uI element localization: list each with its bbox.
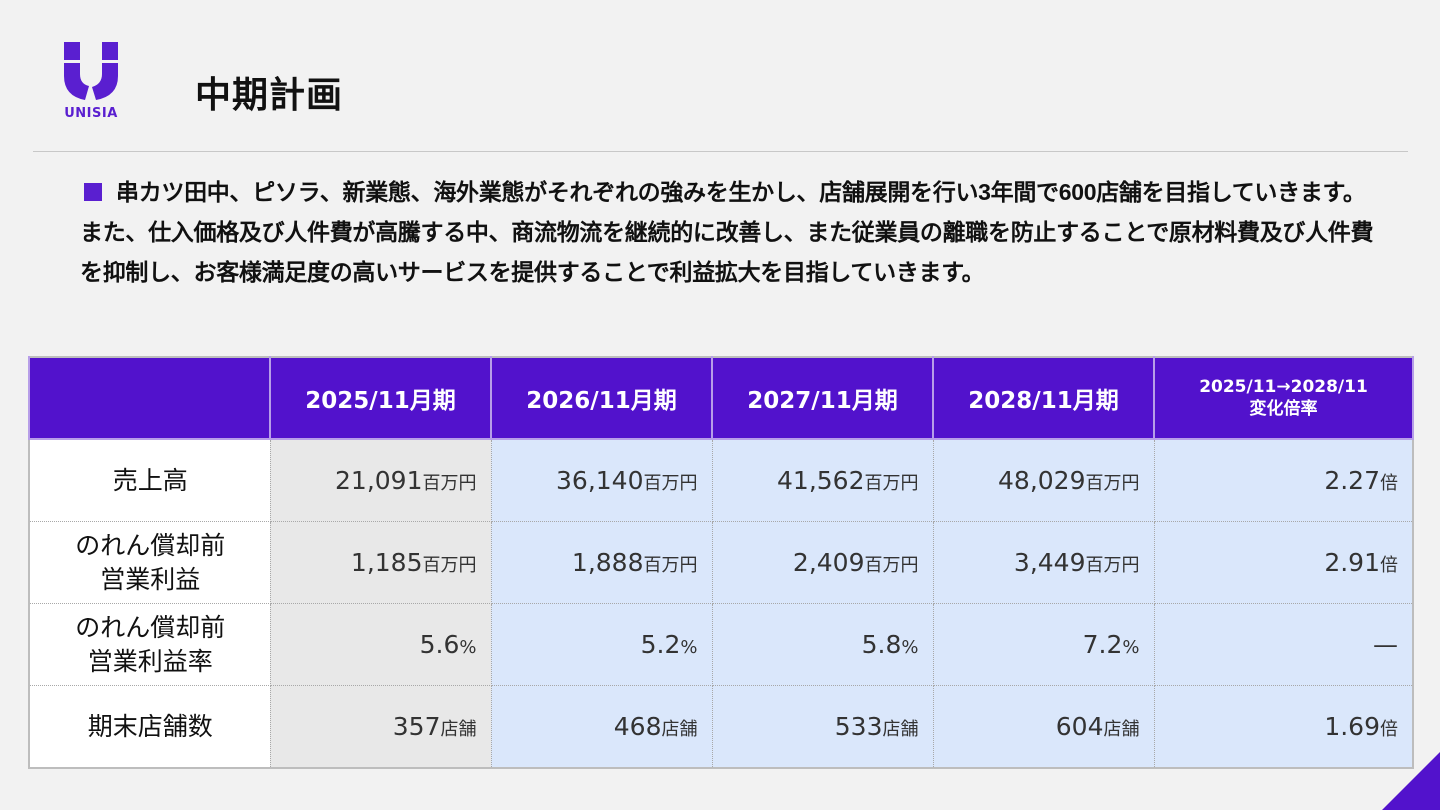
table-row-operating-margin: のれん償却前 営業利益率 5.6% 5.2% 5.8% 7.2% — (28, 603, 1414, 686)
cell-fy2025: 21,091百万円 (269, 438, 492, 522)
cell-ratio: 1.69倍 (1153, 685, 1414, 769)
cell-fy2027: 5.8% (711, 603, 934, 686)
corner-accent-triangle (1382, 752, 1440, 810)
intro-paragraph: 串カツ田中、ピソラ、新業態、海外業態がそれぞれの強みを生かし、店舗展開を行い3年… (80, 172, 1380, 292)
intro-text: 串カツ田中、ピソラ、新業態、海外業態がそれぞれの強みを生かし、店舗展開を行い3年… (80, 179, 1374, 285)
cell-fy2027: 2,409百万円 (711, 521, 934, 604)
row-label: のれん償却前 営業利益 (28, 521, 271, 604)
cell-fy2025: 5.6% (269, 603, 492, 686)
mid-term-plan-table: 2025/11月期 2026/11月期 2027/11月期 2028/11月期 … (28, 356, 1414, 769)
page-title: 中期計画 (195, 75, 344, 116)
cell-fy2028: 3,449百万円 (932, 521, 1155, 604)
cell-ratio: — (1153, 603, 1414, 686)
cell-fy2028: 48,029百万円 (932, 438, 1155, 522)
header-fy2025: 2025/11月期 (269, 357, 492, 440)
cell-fy2026: 468店舗 (490, 685, 713, 769)
cell-fy2028: 604店舗 (932, 685, 1155, 769)
header-fy2026: 2026/11月期 (490, 357, 713, 440)
table-row-sales: 売上高 21,091百万円 36,140百万円 41,562百万円 48,029… (28, 438, 1414, 522)
cell-ratio: 2.91倍 (1153, 521, 1414, 604)
cell-fy2027: 41,562百万円 (711, 438, 934, 522)
header-corner (28, 357, 271, 440)
row-label: 期末店舗数 (28, 685, 271, 769)
header-fy2028: 2028/11月期 (932, 357, 1155, 440)
cell-fy2025: 357店舗 (269, 685, 492, 769)
cell-fy2026: 36,140百万円 (490, 438, 713, 522)
table-header-row: 2025/11月期 2026/11月期 2027/11月期 2028/11月期 … (28, 357, 1414, 440)
table-row-store-count: 期末店舗数 357店舗 468店舗 533店舗 604店舗 1.69倍 (28, 685, 1414, 769)
unisia-logo: UNISIA (56, 38, 126, 124)
title-divider (33, 151, 1408, 152)
cell-fy2027: 533店舗 (711, 685, 934, 769)
header-change-ratio: 2025/11→2028/11 変化倍率 (1153, 357, 1414, 440)
cell-fy2026: 1,888百万円 (490, 521, 713, 604)
row-label: のれん償却前 営業利益率 (28, 603, 271, 686)
header-fy2027: 2027/11月期 (711, 357, 934, 440)
cell-fy2028: 7.2% (932, 603, 1155, 686)
cell-fy2026: 5.2% (490, 603, 713, 686)
logo-text: UNISIA (64, 106, 118, 121)
table-row-operating-profit: のれん償却前 営業利益 1,185百万円 1,888百万円 2,409百万円 3,… (28, 521, 1414, 604)
row-label: 売上高 (28, 438, 271, 522)
u-logo-icon (64, 42, 118, 100)
cell-fy2025: 1,185百万円 (269, 521, 492, 604)
square-bullet-icon (84, 183, 102, 201)
ratio-header-period: 2025/11→2028/11 (1199, 377, 1368, 397)
cell-ratio: 2.27倍 (1153, 438, 1414, 522)
ratio-header-label: 変化倍率 (1249, 399, 1318, 419)
